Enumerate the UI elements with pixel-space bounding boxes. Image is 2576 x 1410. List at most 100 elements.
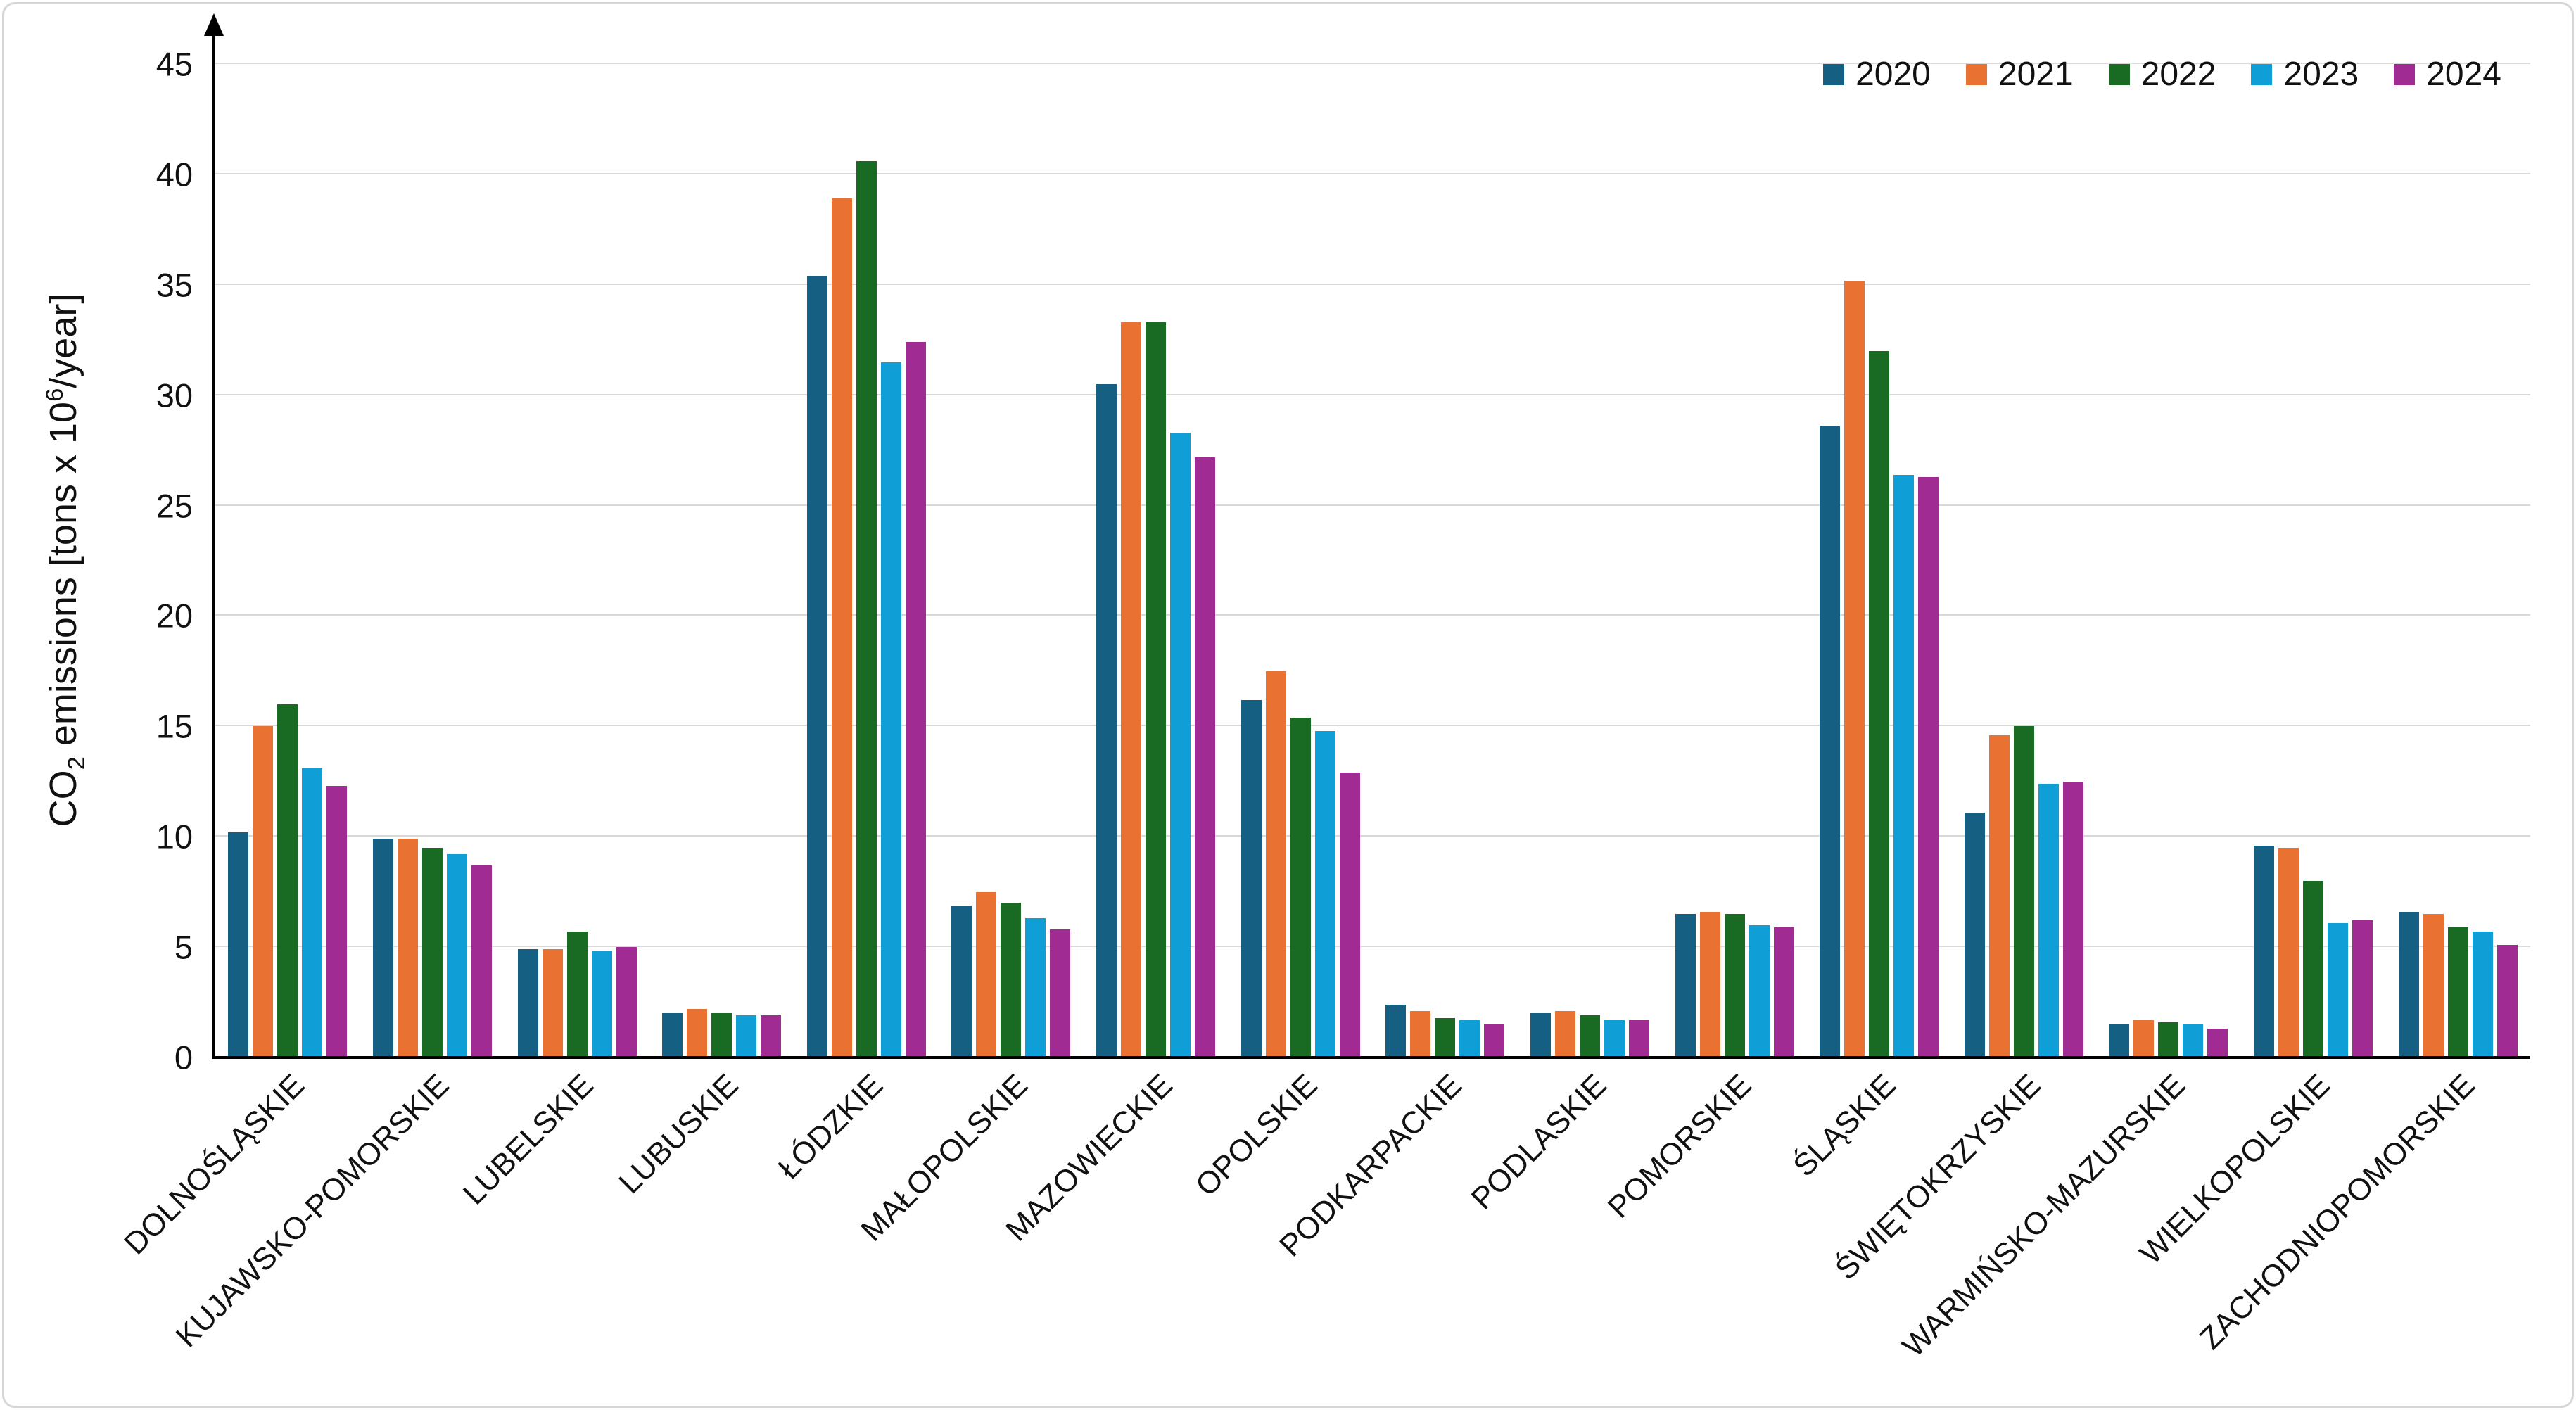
- legend-item-2020: 2020: [1823, 55, 1931, 94]
- y-axis-title-sup: 6: [42, 388, 69, 402]
- x-tick-label: LUBUSKIE: [612, 1067, 745, 1201]
- bar-2020: [951, 905, 972, 1058]
- bar-2021: [542, 949, 563, 1058]
- bar-2024: [1628, 1020, 1649, 1058]
- bar-2023: [1170, 433, 1191, 1058]
- legend-item-2024: 2024: [2394, 55, 2501, 94]
- bar-group: [1807, 64, 1952, 1058]
- legend-swatch-icon: [1823, 63, 1845, 85]
- legend-swatch-icon: [2108, 63, 2130, 85]
- bar-2022: [1290, 717, 1311, 1058]
- bar-2024: [616, 947, 637, 1058]
- bar-2021: [1410, 1011, 1431, 1058]
- gridline: [215, 172, 2530, 174]
- bar-2022: [2303, 880, 2324, 1058]
- bar-2021: [687, 1008, 708, 1058]
- bar-groups: [215, 64, 2530, 1058]
- bar-group: [1952, 64, 2097, 1058]
- bar-2020: [1096, 383, 1117, 1058]
- bar-2022: [1869, 350, 1890, 1058]
- y-axis-title-pre: CO: [42, 770, 85, 827]
- x-tick-label: OPOLSKIE: [1188, 1067, 1324, 1203]
- bar-2023: [1025, 918, 1046, 1058]
- y-tick-label: 35: [156, 266, 193, 304]
- gridline: [215, 725, 2530, 727]
- bar-2020: [1964, 812, 1985, 1058]
- y-axis-title-post: /year]: [42, 293, 85, 388]
- bar-2023: [1749, 925, 1770, 1058]
- y-tick-label: 45: [156, 45, 193, 83]
- bar-2023: [591, 951, 612, 1058]
- legend-item-2021: 2021: [1965, 55, 2074, 94]
- y-tick-label: 15: [156, 707, 193, 745]
- bar-2024: [2207, 1029, 2228, 1058]
- bar-2024: [326, 786, 348, 1058]
- bar-2020: [2398, 911, 2419, 1058]
- bar-2020: [1820, 426, 1841, 1058]
- y-tick-label: 30: [156, 376, 193, 414]
- bar-2022: [1146, 322, 1167, 1058]
- y-axis-title-mid: emissions [tons x 10: [42, 401, 85, 757]
- x-tick-label: KUJAWSKO-POMORSKIE: [169, 1067, 456, 1354]
- bar-2022: [1579, 1015, 1600, 1058]
- legend-label: 2024: [2426, 56, 2501, 93]
- x-axis-line: [212, 1056, 2530, 1059]
- y-tick-labels: 0 5 10 15 20 25 30 35 40 45: [156, 48, 2530, 1074]
- chart-legend: 2020 2021 2022 2023 2024: [1823, 55, 2501, 94]
- bar-2020: [2254, 845, 2275, 1058]
- y-axis-title: CO2 emissions [tons x 106/year]: [42, 293, 91, 827]
- bar-2021: [397, 839, 418, 1058]
- bar-2024: [1773, 927, 1794, 1058]
- bar-2022: [1001, 903, 1022, 1058]
- bar-2020: [662, 1013, 683, 1058]
- legend-item-2023: 2023: [2251, 55, 2359, 94]
- y-tick-label: 0: [174, 1039, 193, 1076]
- bar-2024: [761, 1015, 782, 1058]
- bar-2020: [806, 276, 827, 1058]
- bar-2021: [1699, 911, 1720, 1058]
- bar-2022: [1724, 914, 1745, 1058]
- legend-item-2022: 2022: [2108, 55, 2216, 94]
- bar-2024: [1339, 773, 1360, 1058]
- bar-2022: [566, 932, 588, 1058]
- bar-group: [1373, 64, 1518, 1058]
- y-tick-label: 20: [156, 597, 193, 635]
- legend-swatch-icon: [2251, 63, 2273, 85]
- bar-group: [649, 64, 794, 1058]
- gridline: [215, 393, 2530, 395]
- bar-2024: [2062, 781, 2083, 1058]
- bar-group: [360, 64, 505, 1058]
- bar-2021: [2133, 1020, 2155, 1058]
- legend-swatch-icon: [2394, 63, 2416, 85]
- bar-2020: [1385, 1004, 1407, 1058]
- x-tick-label: POMORSKIE: [1601, 1067, 1758, 1225]
- legend-swatch-icon: [1965, 63, 1987, 85]
- bar-2020: [1241, 699, 1262, 1058]
- legend-label: 2023: [2283, 56, 2359, 93]
- bar-group: [939, 64, 1084, 1058]
- bar-2024: [2352, 920, 2373, 1058]
- bar-2023: [1604, 1020, 1625, 1058]
- bar-group: [1228, 64, 1373, 1058]
- gridline: [215, 614, 2530, 616]
- bar-2023: [1893, 474, 1915, 1058]
- bar-2023: [1459, 1020, 1480, 1058]
- bar-2024: [905, 342, 926, 1058]
- legend-label: 2022: [2140, 56, 2216, 93]
- bar-group: [2241, 64, 2386, 1058]
- x-tick-label: WARMIŃSKO-MAZURSKIE: [1896, 1067, 2193, 1364]
- x-tick-labels: DOLNOŚLĄSKIE KUJAWSKO-POMORSKIE LUBELSKIE L…: [118, 64, 2530, 1364]
- gridline: [215, 835, 2530, 837]
- bar-2023: [736, 1015, 757, 1058]
- bar-2024: [2496, 944, 2518, 1058]
- bar-2021: [1265, 671, 1286, 1058]
- bar-2022: [856, 161, 877, 1058]
- y-tick-label: 10: [156, 818, 193, 856]
- y-tick-label: 40: [156, 155, 193, 193]
- bar-2020: [517, 949, 538, 1058]
- bar-group: [794, 64, 939, 1058]
- bar-2023: [880, 362, 901, 1058]
- bar-2023: [2183, 1024, 2204, 1058]
- y-axis-title-sub: 2: [63, 756, 90, 770]
- bar-2022: [2447, 927, 2468, 1058]
